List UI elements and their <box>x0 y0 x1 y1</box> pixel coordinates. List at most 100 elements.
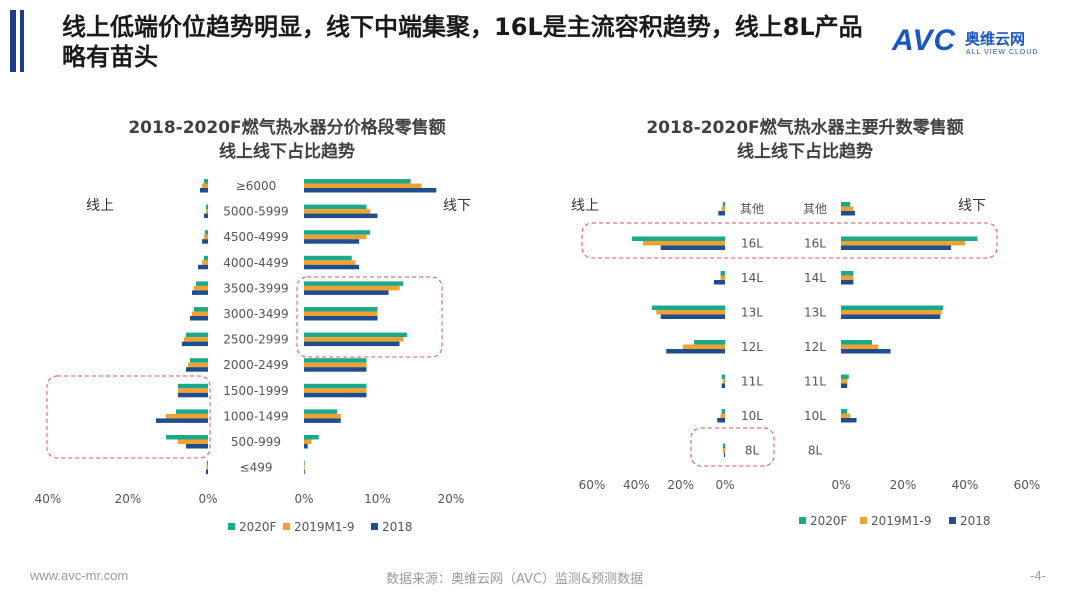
category-label-online: 14L <box>741 271 763 285</box>
legend-label: 2018 <box>382 520 413 534</box>
bar-offline-2020F <box>304 383 367 389</box>
bar-online-2020F <box>722 443 725 448</box>
bar-online-2019M1-9 <box>202 183 208 188</box>
page-title: 线上低端价位趋势明显，线下中端集聚，16L是主流容积趋势，线上8L产品略有苗头 <box>62 13 863 71</box>
category-label: 500-999 <box>231 435 281 449</box>
bar-online-2019M1-9 <box>206 465 208 470</box>
category-label: 5000-5999 <box>223 205 288 219</box>
chart-title: 2018-2020F燃气热水器主要升数零售额 <box>646 117 963 138</box>
logo-en-text: ALL VIEW CLOUD <box>966 49 1039 56</box>
bar-offline-2020F <box>841 409 848 414</box>
legend-label: 2019M1-9 <box>294 520 355 534</box>
bar-offline-2019M1-9 <box>841 413 851 418</box>
bar-online-2019M1-9 <box>722 448 725 453</box>
category-label: ≥6000 <box>236 179 277 193</box>
bar-offline-2019M1-9 <box>841 206 854 211</box>
bar-online-2020F <box>196 281 208 286</box>
category-label-online: 11L <box>741 375 763 389</box>
category-label-offline: 14L <box>804 271 826 285</box>
bar-online-2020F <box>651 305 725 310</box>
bar-offline-2020F <box>841 271 854 276</box>
category-label: ≤499 <box>240 461 273 475</box>
bar-online-2018 <box>198 264 208 270</box>
offline-axis-tick: 0% <box>294 492 313 506</box>
bar-offline-2019M1-9 <box>304 209 371 214</box>
bar-online-2019M1-9 <box>204 234 208 240</box>
bar-offline-2018 <box>841 383 848 388</box>
bar-offline-2020F <box>304 460 305 466</box>
online-axis-tick: 0% <box>198 492 217 506</box>
offline-label: 线下 <box>443 198 471 214</box>
online-label: 线上 <box>571 198 599 214</box>
bar-online-2020F <box>721 374 725 379</box>
highlight-box <box>296 276 443 358</box>
bar-online-2018 <box>713 280 725 285</box>
online-axis-tick: 20% <box>115 492 142 506</box>
bar-online-2018 <box>206 469 208 475</box>
category-label-offline: 其他 <box>803 202 827 216</box>
bar-offline-2018 <box>304 418 341 423</box>
online-axis-tick: 40% <box>35 492 62 506</box>
bar-offline-2020F <box>841 202 851 207</box>
bar-offline-2020F <box>304 179 411 184</box>
offline-axis-tick: 10% <box>364 492 391 506</box>
bar-online-2020F <box>178 383 208 389</box>
category-label: 2500-2999 <box>223 333 288 347</box>
bar-offline-2018 <box>304 290 389 295</box>
legend-swatch <box>949 517 956 524</box>
bar-offline-2018 <box>304 213 378 219</box>
legend-swatch <box>860 517 867 524</box>
bar-offline-2020F <box>841 305 944 310</box>
bar-offline-2018 <box>841 245 952 250</box>
bar-offline-2020F <box>841 236 978 241</box>
category-label: 4500-4999 <box>223 230 288 244</box>
bar-offline-2019M1-9 <box>841 379 848 384</box>
bar-online-2018 <box>186 444 208 449</box>
bar-online-2018 <box>156 418 208 423</box>
category-label: 1000-1499 <box>223 409 288 423</box>
legend-label: 2018 <box>960 514 991 528</box>
bar-online-2018 <box>186 367 208 372</box>
category-label-offline: 8L <box>808 444 823 458</box>
bar-online-2019M1-9 <box>184 337 208 342</box>
bar-online-2018 <box>192 290 208 295</box>
bar-offline-2019M1-9 <box>304 465 305 470</box>
bar-offline-2018 <box>304 341 400 347</box>
category-label-offline: 12L <box>804 340 826 354</box>
bar-online-2019M1-9 <box>206 209 208 214</box>
bar-online-2020F <box>190 358 208 363</box>
bar-offline-2019M1-9 <box>304 183 422 188</box>
category-label-online: 其他 <box>740 202 764 216</box>
bar-online-2019M1-9 <box>720 413 725 418</box>
bar-online-2019M1-9 <box>656 310 725 315</box>
bar-offline-2019M1-9 <box>304 439 312 444</box>
footer-url: www.avc-mr.com <box>30 568 129 583</box>
bar-offline-2019M1-9 <box>841 344 879 349</box>
online-axis-tick: 0% <box>715 478 734 492</box>
bar-online-2018 <box>204 213 208 219</box>
chart-title: 2018-2020F燃气热水器分价格段零售额 <box>128 117 445 138</box>
bar-online-2019M1-9 <box>178 439 208 444</box>
bar-offline-2018 <box>841 349 891 354</box>
category-label-offline: 10L <box>804 409 826 423</box>
title-accent-bar <box>10 10 16 72</box>
online-axis-tick: 20% <box>667 478 694 492</box>
category-label-online: 12L <box>741 340 763 354</box>
bar-online-2020F <box>721 409 725 414</box>
bar-online-2019M1-9 <box>166 413 208 419</box>
online-axis-tick: 60% <box>579 478 606 492</box>
bar-offline-2019M1-9 <box>841 275 854 280</box>
bar-online-2020F <box>204 255 208 261</box>
legend-label: 2020F <box>810 514 848 528</box>
bar-online-2018 <box>182 341 208 347</box>
avc-logo: AVC 奥维云网 ALL VIEW CLOUD <box>892 22 1062 62</box>
bar-online-2018 <box>200 188 208 193</box>
bar-online-2020F <box>204 230 208 235</box>
bar-offline-2020F <box>304 230 371 235</box>
category-label-offline: 11L <box>804 375 826 389</box>
highlight-box <box>46 375 211 459</box>
bar-online-2019M1-9 <box>178 388 208 393</box>
bar-online-2018 <box>666 349 725 354</box>
